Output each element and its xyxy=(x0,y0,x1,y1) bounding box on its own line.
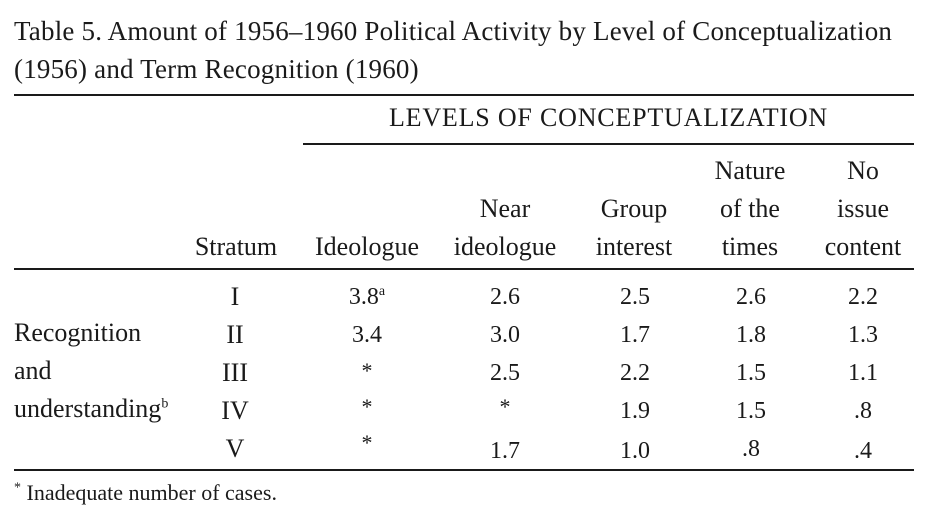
cell-group: 1.0 xyxy=(620,438,650,464)
header-ideologue-label: Ideologue xyxy=(315,232,419,261)
header-noissue-line3: content xyxy=(824,232,902,261)
header-rule xyxy=(14,268,914,270)
cell-ideologue: * xyxy=(361,394,373,419)
header-ideologue: Ideologue xyxy=(300,228,434,266)
footnote: * Inadequate number of cases. xyxy=(14,480,277,506)
header-no-issue-content: No issue content xyxy=(808,152,918,266)
header-nature-line3: times xyxy=(721,232,779,261)
header-nature-line1: Nature xyxy=(714,156,786,185)
row-group-label-line1: Recognition xyxy=(14,318,142,347)
row-group-label-text: understanding xyxy=(14,394,162,423)
cell-near: * xyxy=(499,394,511,419)
footnote-text: Inadequate number of cases. xyxy=(26,480,277,505)
cell-nature: 1.8 xyxy=(736,322,766,348)
cell-footnote-mark: a xyxy=(378,284,386,299)
cell-nature: 2.6 xyxy=(736,284,766,310)
header-near-line1: Near xyxy=(479,194,531,223)
cell-nature: .8 xyxy=(742,436,760,462)
header-group-interest: Group interest xyxy=(582,190,686,266)
cell-group: 1.7 xyxy=(620,322,650,348)
cell-noissue: 1.1 xyxy=(848,360,878,386)
cell-nature: 1.5 xyxy=(736,360,766,386)
cell-noissue: 2.2 xyxy=(848,284,878,310)
cell-group: 1.9 xyxy=(620,398,650,424)
cell-noissue: .4 xyxy=(854,438,872,464)
header-stratum-label: Stratum xyxy=(194,232,278,261)
header-near-line2: ideologue xyxy=(453,232,557,261)
cell-near: 2.5 xyxy=(490,360,520,386)
cell-ideologue: 3.4 xyxy=(352,322,382,348)
cell-noissue: .8 xyxy=(854,398,872,424)
table-title: Table 5. Amount of 1956–1960 Political A… xyxy=(14,16,893,84)
group-heading: LEVELS OF CONCEPTUALIZATION xyxy=(388,103,829,132)
header-near-ideologue: Near ideologue xyxy=(438,190,572,266)
stratum-cell: I xyxy=(230,282,240,311)
cell-ideologue: * xyxy=(361,430,373,455)
row-group-label-line3: understandingb xyxy=(14,394,168,424)
header-noissue-line1: No xyxy=(847,156,879,185)
cell-group: 2.2 xyxy=(620,360,650,386)
cell-near: 1.7 xyxy=(490,438,520,464)
cell-near: 2.6 xyxy=(490,284,520,310)
cell-ideologue: 3.8a xyxy=(312,282,422,312)
header-group-line1: Group xyxy=(600,194,668,223)
header-group-line2: interest xyxy=(595,232,673,261)
stratum-cell: V xyxy=(225,434,245,463)
row-group-label-line2: and xyxy=(14,356,52,385)
cell-near: 3.0 xyxy=(490,322,520,348)
cell-value: 3.8 xyxy=(348,284,379,310)
footnote-mark: * xyxy=(14,480,21,496)
header-noissue-line2: issue xyxy=(837,194,889,223)
top-rule xyxy=(14,94,914,96)
stratum-cell: II xyxy=(226,320,244,349)
header-nature-line2: of the xyxy=(720,194,780,223)
group-heading-rule xyxy=(303,143,914,145)
header-nature-of-times: Nature of the times xyxy=(700,152,800,266)
stratum-cell: III xyxy=(222,358,248,387)
header-stratum: Stratum xyxy=(182,228,290,266)
stratum-cell: IV xyxy=(221,396,249,425)
cell-noissue: 1.3 xyxy=(848,322,878,348)
bottom-rule xyxy=(14,469,914,471)
cell-group: 2.5 xyxy=(620,284,650,310)
row-group-footnote-mark: b xyxy=(161,396,169,412)
cell-ideologue: * xyxy=(361,358,373,383)
cell-nature: 1.5 xyxy=(736,398,766,424)
